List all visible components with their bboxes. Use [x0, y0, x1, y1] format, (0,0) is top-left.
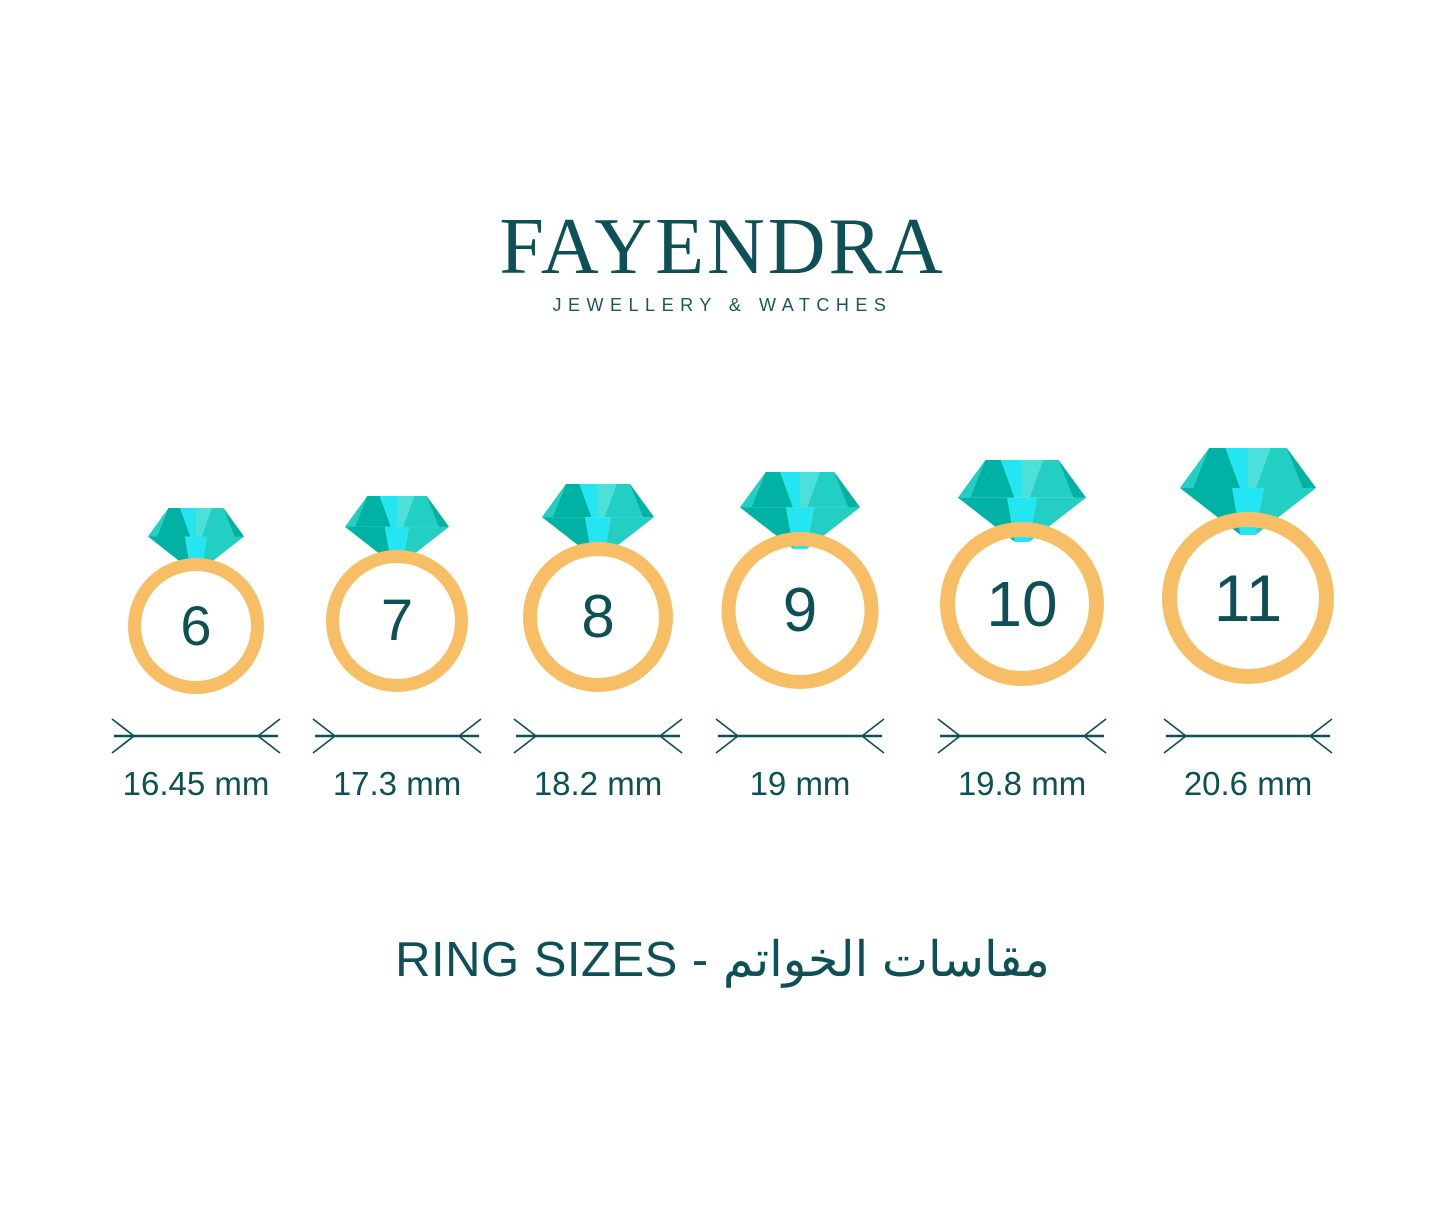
- diameter-label-11: 20.6 mm: [1183, 765, 1313, 802]
- dimension-arrow-icon: [714, 717, 886, 755]
- ring-size-number: 10: [986, 568, 1058, 640]
- ring-band-9: 9: [721, 532, 879, 689]
- diameter-label-9: 19 mm: [749, 765, 851, 802]
- ring-band-11: 11: [1162, 512, 1334, 684]
- diameter-label-8: 18.2 mm: [533, 765, 663, 802]
- ring-band-7: 7: [326, 550, 468, 692]
- ring-size-number: 9: [782, 575, 818, 645]
- dimension-arrow-icon: [936, 717, 1108, 755]
- dimension-arrow-icon: [311, 717, 483, 755]
- ring-row: 6 16.45 mm 7 17.3 mm 8 18.2 mm 9 19 mm 10 19.8 mm…: [0, 440, 1445, 820]
- chart-title-text: RING SIZES - مقاسات الخواتم: [395, 933, 1050, 987]
- ring-cell-11: 11 20.6 mm: [1138, 440, 1358, 820]
- brand-tagline: JEWELLERY & WATCHES: [552, 295, 893, 315]
- ring-cell-10: 10 19.8 mm: [912, 440, 1132, 820]
- diameter-label-6: 16.45 mm: [122, 765, 270, 802]
- diameter-label-7: 17.3 mm: [332, 765, 462, 802]
- ring-cell-8: 8 18.2 mm: [488, 440, 708, 820]
- ring-size-number: 7: [380, 588, 414, 653]
- chart-title: RING SIZES - مقاسات الخواتم: [0, 930, 1445, 990]
- diameter-label-10: 19.8 mm: [957, 765, 1087, 802]
- ring-cell-6: 6 16.45 mm: [86, 440, 306, 820]
- diamond-icon: [542, 484, 654, 556]
- dimension-arrow-icon: [110, 717, 282, 755]
- ring-size-number: 6: [180, 594, 212, 657]
- ring-band-6: 6: [128, 558, 264, 694]
- ring-band-10: 10: [940, 522, 1104, 686]
- dimension-arrow-icon: [512, 717, 684, 755]
- ring-band-8: 8: [523, 542, 673, 692]
- ring-size-number: 11: [1213, 561, 1283, 635]
- brand-name: FAYENDRA: [499, 203, 946, 291]
- brand-logo: FAYENDRA JEWELLERY & WATCHES: [0, 205, 1445, 316]
- ring-cell-9: 9 19 mm: [690, 440, 910, 820]
- ring-size-number: 8: [581, 583, 615, 650]
- dimension-arrow-icon: [1162, 717, 1334, 755]
- ring-cell-7: 7 17.3 mm: [287, 440, 507, 820]
